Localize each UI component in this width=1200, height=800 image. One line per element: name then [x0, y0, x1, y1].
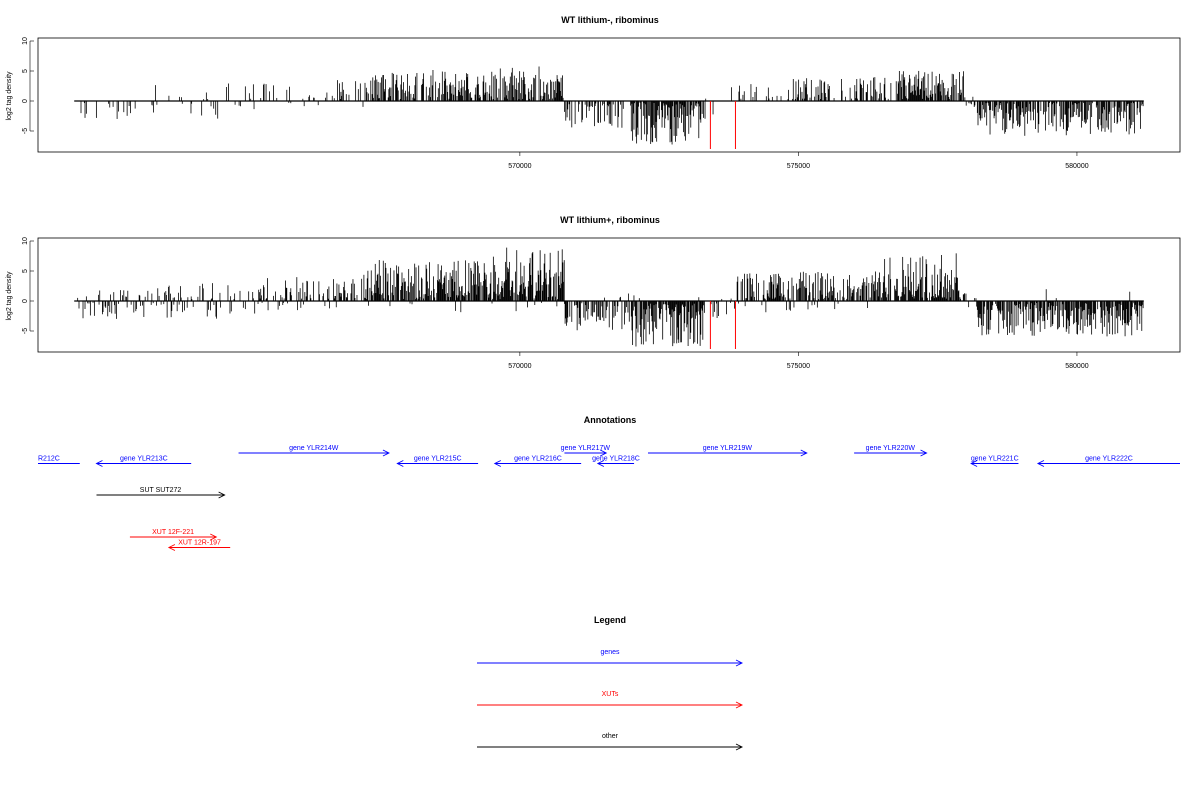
track-label: SUT SUT272 — [140, 487, 182, 494]
track-label: gene YLR216C — [514, 456, 562, 463]
track-label: XUT 12R-197 — [178, 540, 221, 547]
track-label: gene YLR222C — [1085, 456, 1133, 463]
legend-item: genes — [477, 649, 744, 667]
x-tick-label: 575000 — [787, 363, 810, 370]
track-label: gene YLR215C — [414, 456, 462, 463]
track-label: gene YLR219W — [703, 445, 753, 452]
arrow-head — [735, 659, 744, 667]
track-label: gene YLR218C — [592, 456, 640, 463]
annotation-tracks: R212C gene YLR213C gene YLR214W gene YLR215… — [38, 445, 1180, 551]
panel-2-y-axis: -5 0 5 10 — [22, 237, 34, 334]
legend-label: XUTs — [602, 691, 619, 698]
panel-2-title: WT lithium+, ribominus — [560, 215, 660, 225]
arrow-head — [382, 449, 390, 457]
panel-2-frame — [37, 237, 1181, 353]
panel-1-y-axis: -5 0 5 10 — [22, 37, 34, 134]
x-tick-label: 580000 — [1065, 363, 1088, 370]
track-label: gene YLR221C — [971, 456, 1019, 463]
y-tick-label: 10 — [22, 37, 29, 45]
panel-1-x-axis: 570000 575000 580000 — [508, 152, 1089, 170]
arrow-head — [167, 544, 176, 551]
arrow-head — [735, 743, 744, 751]
track-label: gene YLR217W — [561, 445, 611, 452]
annotation-track: gene YLR222C — [1036, 456, 1180, 467]
y-tick-label: 10 — [22, 237, 29, 245]
annotations-panel: Annotations R212C gene YLR213C gene YLR214… — [38, 415, 1180, 551]
annotation-track: gene YLR218C — [592, 456, 640, 467]
annotation-track: gene YLR221C — [970, 456, 1019, 467]
panel-1-bars — [74, 66, 1144, 149]
annotation-track: gene YLR219W — [647, 445, 808, 457]
arrow-head — [600, 449, 608, 457]
arrow-head — [920, 449, 928, 457]
legend-label: genes — [600, 649, 620, 656]
legend-item: other — [477, 733, 744, 751]
arrow-head — [970, 460, 978, 467]
annotation-track: gene YLR217W — [561, 445, 611, 457]
legend-label: other — [602, 733, 619, 740]
x-tick-label: 570000 — [508, 163, 531, 170]
panel-2-ylabel: log2 tag density — [6, 271, 13, 321]
arrow-head — [1036, 460, 1045, 467]
y-tick-label: -5 — [22, 128, 29, 134]
annotation-track: gene YLR213C — [95, 456, 192, 467]
panel-2-x-axis: 570000 575000 580000 — [508, 352, 1089, 370]
arrow-head — [95, 460, 103, 467]
x-tick-label: 570000 — [508, 363, 531, 370]
annotation-track: SUT SUT272 — [96, 487, 226, 499]
y-tick-label: -5 — [22, 328, 29, 334]
track-label: XUT 12F-221 — [152, 529, 194, 536]
y-tick-label: 5 — [22, 269, 29, 273]
arrow-head — [596, 460, 605, 467]
annotation-track: gene YLR215C — [396, 456, 479, 467]
annotation-track: R212C — [38, 456, 80, 464]
annotation-track: gene YLR216C — [493, 456, 582, 467]
annotation-track: XUT 12R-197 — [167, 540, 231, 551]
arrow-head — [493, 460, 502, 467]
arrow-head — [800, 449, 808, 457]
y-tick-label: 5 — [22, 69, 29, 73]
panel-1-ylabel: log2 tag density — [6, 71, 13, 121]
legend-title: Legend — [594, 615, 626, 625]
annotation-track: gene YLR220W — [854, 445, 928, 457]
legend-item: XUTs — [477, 691, 744, 709]
panel-1-frame — [37, 37, 1181, 153]
panel-2-bars — [74, 247, 1144, 349]
arrow-head — [218, 491, 226, 499]
track-label: R212C — [38, 456, 60, 463]
panel-lithium-plus: WT lithium+, ribominus log2 tag density … — [6, 215, 1181, 370]
legend-items: genes XUTs other — [477, 649, 744, 751]
track-label: gene YLR214W — [289, 445, 339, 452]
annotation-track: gene YLR214W — [238, 445, 390, 457]
track-label: gene YLR220W — [866, 445, 916, 452]
arrow-head — [735, 701, 744, 709]
x-tick-label: 575000 — [787, 163, 810, 170]
arrow-head — [396, 460, 404, 467]
y-tick-label: 0 — [22, 99, 29, 103]
annotation-track: XUT 12F-221 — [129, 529, 218, 541]
x-tick-label: 580000 — [1065, 163, 1088, 170]
panel-lithium-minus: WT lithium-, ribominus log2 tag density … — [6, 15, 1181, 170]
legend-panel: Legend genes XUTs other — [477, 615, 744, 751]
y-tick-label: 0 — [22, 299, 29, 303]
annotations-title: Annotations — [584, 415, 637, 425]
track-label: gene YLR213C — [120, 456, 168, 463]
arrow-head — [210, 533, 218, 541]
panel-1-title: WT lithium-, ribominus — [561, 15, 659, 25]
